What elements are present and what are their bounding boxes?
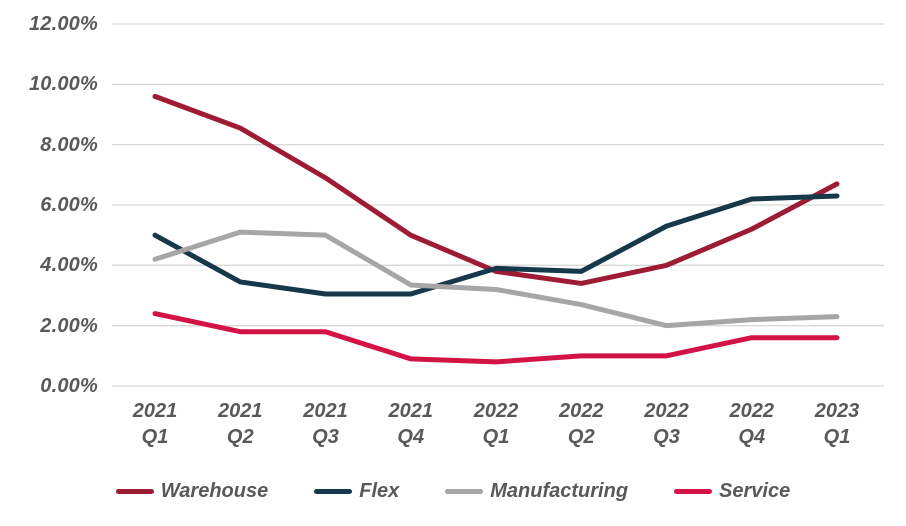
x-tick-label: 2022 Q2 xyxy=(559,398,604,450)
series-line-warehouse xyxy=(152,93,840,286)
legend-label: Service xyxy=(719,480,791,502)
x-tick-quarter: Q1 xyxy=(141,426,169,448)
legend-item-flex: Flex xyxy=(314,480,399,503)
legend-label: Flex xyxy=(359,480,400,502)
x-tick-year: 2021 xyxy=(388,400,434,422)
x-tick-label: 2022 Q3 xyxy=(644,398,689,450)
y-tick-label: 2.00% xyxy=(40,314,98,337)
x-tick-year: 2022 xyxy=(729,400,775,422)
x-tick-label: 2021 Q3 xyxy=(303,398,348,450)
plot-area xyxy=(112,23,884,387)
legend-line-swatch xyxy=(314,489,353,494)
x-tick-year: 2022 xyxy=(473,400,519,422)
x-tick-label: 2021 Q1 xyxy=(133,398,178,450)
legend-item-warehouse: Warehouse xyxy=(115,480,269,503)
x-tick-quarter: Q3 xyxy=(312,426,339,448)
y-tick-label: 6.00% xyxy=(40,194,98,216)
x-tick-year: 2022 xyxy=(559,400,604,422)
legend-label: Manufacturing xyxy=(490,480,629,502)
series-line-flex xyxy=(152,193,840,297)
x-tick-label: 2022 Q1 xyxy=(474,398,519,450)
legend-line-swatch xyxy=(115,489,154,494)
x-tick-year: 2022 xyxy=(644,400,689,422)
legend-line-swatch xyxy=(445,489,484,494)
x-tick-quarter: Q2 xyxy=(226,426,254,448)
x-tick-quarter: Q2 xyxy=(567,426,595,448)
y-tick-label: 12.00% xyxy=(28,13,98,35)
x-tick-label: 2022 Q4 xyxy=(730,398,775,450)
x-tick-year: 2021 xyxy=(132,400,178,422)
legend: Warehouse Flex Manufacturing Service xyxy=(0,480,906,503)
y-tick-label: 4.00% xyxy=(40,254,98,277)
x-tick-quarter: Q4 xyxy=(397,426,425,448)
x-tick-quarter: Q3 xyxy=(653,426,680,448)
x-tick-quarter: Q1 xyxy=(482,426,510,448)
legend-item-service: Service xyxy=(674,480,790,503)
legend-label: Warehouse xyxy=(160,480,269,502)
x-tick-label: 2021 Q2 xyxy=(218,398,263,450)
legend-line-swatch xyxy=(674,489,713,494)
x-tick-quarter: Q4 xyxy=(738,426,766,448)
x-tick-year: 2023 xyxy=(814,400,860,422)
x-tick-label: 2021 Q4 xyxy=(389,398,434,450)
legend-item-manufacturing: Manufacturing xyxy=(445,480,628,503)
x-tick-year: 2021 xyxy=(218,400,263,422)
y-tick-label: 10.00% xyxy=(28,73,98,96)
x-tick-year: 2021 xyxy=(303,400,348,422)
x-tick-label: 2023 Q1 xyxy=(815,398,860,450)
series-line-service xyxy=(152,311,840,365)
y-tick-label: 0.00% xyxy=(40,375,98,397)
series-line-manufacturing xyxy=(152,229,840,329)
y-tick-label: 8.00% xyxy=(40,133,98,156)
x-tick-quarter: Q1 xyxy=(823,426,851,448)
